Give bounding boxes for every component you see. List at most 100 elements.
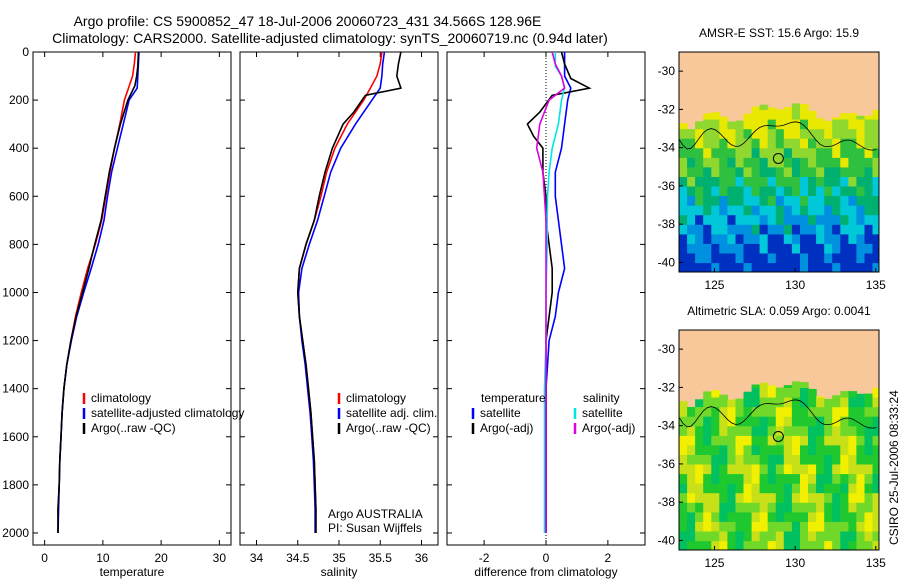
- map-cell: [816, 397, 825, 408]
- map-cell: [791, 530, 801, 542]
- map-cell: [735, 492, 745, 503]
- map-cell: [703, 530, 712, 542]
- map-cell: [864, 252, 874, 264]
- map-cell: [791, 502, 801, 513]
- map-cell: [743, 425, 753, 436]
- map-cell: [816, 396, 825, 398]
- map-cell: [767, 262, 777, 272]
- map-cell: [719, 233, 728, 244]
- map-cell: [791, 128, 801, 139]
- map-cell: [800, 530, 809, 542]
- map-cell: [759, 492, 769, 503]
- map-cell: [751, 435, 761, 446]
- map-cell: [727, 128, 737, 139]
- map-cell: [832, 157, 841, 168]
- map-cell: [808, 157, 817, 168]
- map-cell: [775, 387, 785, 398]
- map-cell: [840, 185, 849, 197]
- map-cell: [759, 166, 769, 177]
- map-cell: [808, 511, 817, 522]
- map-cell: [791, 233, 801, 244]
- map-cell: [840, 416, 849, 427]
- map-cell: [775, 530, 785, 542]
- map-cell: [719, 530, 728, 542]
- map-cell: [759, 425, 769, 436]
- map-cell: [727, 121, 737, 130]
- map-cell: [759, 262, 769, 272]
- map-cell: [791, 224, 801, 235]
- map-cell: [695, 530, 704, 542]
- map-cell: [808, 233, 817, 244]
- map-cell: [848, 157, 858, 168]
- map-cell: [872, 157, 879, 168]
- map-cell: [864, 473, 874, 484]
- map-cell: [695, 224, 704, 235]
- map-cell: [808, 416, 817, 427]
- map-cell: [791, 214, 801, 225]
- map-cell: [800, 176, 809, 187]
- map-cell: [679, 406, 688, 417]
- map-cell: [759, 406, 769, 417]
- y-tick-label: -34: [658, 419, 676, 433]
- map-cell: [800, 425, 809, 436]
- map-cell: [735, 224, 745, 235]
- map-cell: [775, 109, 785, 120]
- map-cell: [775, 243, 785, 254]
- map-cell: [727, 224, 737, 235]
- map-cell: [759, 463, 769, 475]
- map-cell: [695, 483, 704, 494]
- map-cell: [783, 444, 793, 455]
- legend-label: satellite adj. clim.: [346, 406, 437, 420]
- map-cell: [727, 176, 737, 187]
- map-cell: [872, 397, 879, 408]
- map-cell: [848, 391, 858, 398]
- map-cell: [743, 195, 753, 206]
- map-cell: [695, 425, 704, 436]
- map-cell: [767, 176, 777, 187]
- map-cell: [759, 119, 769, 130]
- map-cell: [864, 444, 874, 455]
- map-cell: [872, 540, 879, 550]
- map-cell: [872, 166, 879, 177]
- map-cell: [840, 435, 849, 446]
- map-cell: [783, 195, 793, 206]
- map-cell: [791, 166, 801, 177]
- y-tick-label: 600: [9, 189, 29, 203]
- map-cell: [751, 138, 761, 149]
- y-tick-label: -32: [658, 380, 676, 394]
- map-cell: [800, 463, 809, 475]
- series-group: [296, 52, 402, 533]
- map-cell: [816, 454, 825, 465]
- map-cell: [695, 502, 704, 513]
- map-cell: [824, 521, 833, 532]
- map-cell: [856, 195, 866, 206]
- map-cell: [687, 252, 696, 264]
- map-cell: [808, 530, 817, 542]
- map-cell: [727, 406, 737, 417]
- map-cell: [727, 435, 737, 446]
- map-cell: [703, 391, 712, 398]
- map-cell: [808, 435, 817, 446]
- map-cell: [759, 521, 769, 532]
- map-cell: [711, 463, 720, 475]
- map-cell: [840, 397, 849, 408]
- map-cell: [832, 252, 841, 264]
- map-cell: [743, 492, 753, 503]
- map-cell: [832, 243, 841, 254]
- map-cell: [719, 205, 728, 216]
- map-cell: [864, 454, 874, 465]
- map-cell: [791, 425, 801, 436]
- map-cell: [800, 233, 809, 244]
- map-cell: [848, 195, 858, 206]
- map-cell: [711, 166, 720, 177]
- map-cell: [872, 233, 879, 244]
- map-cell: [719, 262, 728, 272]
- x-tick-label: -2: [479, 551, 490, 565]
- map-cell: [727, 454, 737, 465]
- map-cell: [767, 502, 777, 513]
- map-cell: [824, 233, 833, 244]
- map-cell: [791, 252, 801, 264]
- x-axis-label: difference from climatology: [474, 565, 617, 579]
- map-cell: [703, 492, 712, 503]
- map-cell: [808, 214, 817, 225]
